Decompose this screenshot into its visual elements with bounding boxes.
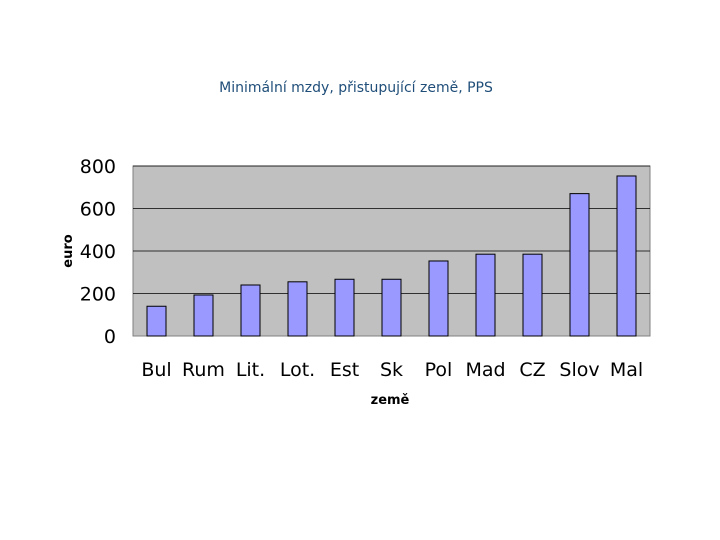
bar-lot — [287, 281, 308, 337]
x-tick-label: Rum — [182, 359, 225, 381]
x-tick-label: CZ — [519, 359, 545, 381]
y-tick-labels: 0 200 400 600 800 — [80, 156, 116, 348]
x-axis-label: země — [371, 393, 410, 408]
x-tick-label: Lit. — [236, 359, 265, 381]
x-tick-labels: Bul Rum Lit. Lot. Est Sk Pol Mad CZ Slov Mal — [141, 359, 643, 381]
bar-pol — [428, 260, 449, 337]
bar-cz — [522, 253, 543, 337]
bar-est — [334, 278, 355, 337]
bar-rum — [193, 294, 214, 337]
y-tick-label: 400 — [80, 241, 116, 263]
chart-title: Minimální mzdy, přistupující země, PPS — [219, 80, 493, 96]
y-tick-label: 800 — [80, 156, 116, 178]
y-tick-label: 0 — [104, 326, 116, 348]
bar-lit — [240, 284, 261, 337]
x-tick-label: Bul — [141, 359, 171, 381]
bars — [146, 175, 637, 337]
y-axis-label: euro — [61, 234, 76, 267]
x-tick-label: Mad — [465, 359, 505, 381]
bar-bul — [146, 305, 167, 337]
x-tick-label: Mal — [610, 359, 643, 381]
x-tick-label: Pol — [425, 359, 453, 381]
x-tick-label: Slov — [559, 359, 599, 381]
x-tick-label: Sk — [380, 359, 403, 381]
x-tick-label: Lot. — [280, 359, 315, 381]
bar-mal — [616, 175, 637, 337]
x-tick-label: Est — [330, 359, 359, 381]
y-tick-label: 200 — [80, 284, 116, 306]
bar-sk — [381, 278, 402, 337]
bar-slov — [569, 193, 590, 337]
bar-mad — [475, 253, 496, 337]
y-tick-label: 600 — [80, 199, 116, 221]
